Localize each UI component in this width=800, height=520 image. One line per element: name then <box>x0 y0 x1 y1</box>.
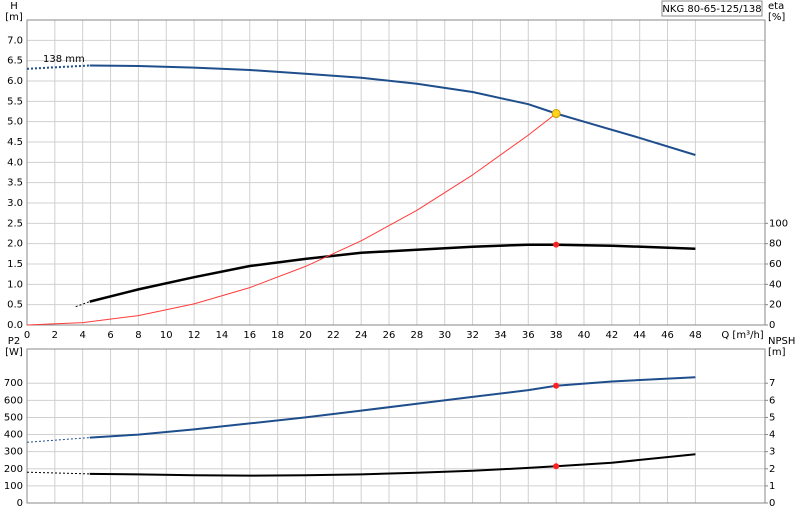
y-tick-label: 4.5 <box>7 137 23 148</box>
y2-axis-unit: [%] <box>768 12 785 23</box>
curve <box>26 64 90 70</box>
x-tick-label: 4 <box>80 330 86 341</box>
curve <box>89 243 696 303</box>
y-tick-label: 3.0 <box>7 198 23 209</box>
curve <box>89 64 696 156</box>
chart-title: NKG 80-65-125/138 <box>662 4 761 15</box>
y2-tick-label: 2 <box>769 464 775 475</box>
y2-tick-label: 4 <box>769 430 775 441</box>
y-tick-label: 3.5 <box>7 178 23 189</box>
y2-tick-label: 0 <box>769 498 775 509</box>
y-tick-label: 6.0 <box>7 76 23 87</box>
curve <box>26 471 90 475</box>
y2-axis-unit: [m] <box>768 347 786 358</box>
x-tick-label: 6 <box>107 330 113 341</box>
x-tick-label: 16 <box>243 330 256 341</box>
y2-tick-label: 20 <box>769 300 782 311</box>
x-tick-label: 44 <box>633 330 646 341</box>
curve <box>75 301 90 308</box>
x-tick-label: 24 <box>355 330 368 341</box>
y2-tick-label: 60 <box>769 259 782 270</box>
x-tick-label: 42 <box>605 330 618 341</box>
y-axis-label: P2 <box>8 336 20 347</box>
x-tick-label: 22 <box>327 330 340 341</box>
y-tick-label: 300 <box>4 447 23 458</box>
title-box <box>661 0 763 17</box>
y-tick-label: 2.0 <box>7 239 23 250</box>
y-tick-label: 0.5 <box>7 300 23 311</box>
x-tick-label: 36 <box>522 330 535 341</box>
y-tick-label: 1.5 <box>7 259 23 270</box>
y-tick-label: 1.0 <box>7 279 23 290</box>
x-tick-label: 34 <box>494 330 507 341</box>
plot-frame <box>26 19 766 326</box>
curve-annotation: 138 mm <box>43 54 85 65</box>
x-tick-label: 30 <box>438 330 451 341</box>
plot-frame <box>26 348 766 504</box>
x-tick-label: 20 <box>299 330 312 341</box>
curve <box>26 437 90 443</box>
x-tick-label: 2 <box>52 330 58 341</box>
y-tick-label: 2.5 <box>7 218 23 229</box>
x-tick-label: 48 <box>689 330 702 341</box>
y-tick-label: 5.0 <box>7 117 23 128</box>
y-tick-label: 200 <box>4 464 23 475</box>
y-tick-label: 6.5 <box>7 56 23 67</box>
y-tick-label: 500 <box>4 412 23 423</box>
y2-tick-label: 0 <box>769 320 775 331</box>
curve <box>26 113 557 326</box>
x-axis-label: Q [m³/h] <box>721 330 763 341</box>
y-tick-label: 600 <box>4 395 23 406</box>
y-axis-unit: [W] <box>5 347 23 358</box>
y2-tick-label: 1 <box>769 481 775 492</box>
y-tick-label: 100 <box>4 481 23 492</box>
x-tick-label: 0 <box>24 330 30 341</box>
y2-tick-label: 100 <box>769 218 788 229</box>
y-tick-label: 400 <box>4 430 23 441</box>
y2-tick-label: 7 <box>769 378 775 389</box>
y-tick-label: 0.0 <box>7 320 23 331</box>
y-tick-label: 5.5 <box>7 96 23 107</box>
y2-tick-label: 5 <box>769 412 775 423</box>
x-tick-label: 26 <box>383 330 396 341</box>
y-axis-unit: [m] <box>5 12 23 23</box>
x-tick-label: 10 <box>160 330 173 341</box>
y-tick-label: 7.0 <box>7 35 23 46</box>
x-tick-label: 28 <box>411 330 424 341</box>
x-tick-label: 40 <box>578 330 591 341</box>
x-tick-label: 12 <box>188 330 201 341</box>
y2-tick-label: 6 <box>769 395 775 406</box>
x-tick-label: 18 <box>271 330 284 341</box>
y-axis-label: H <box>10 1 18 12</box>
x-tick-label: 38 <box>550 330 563 341</box>
y2-tick-label: 3 <box>769 447 775 458</box>
y2-tick-label: 80 <box>769 239 782 250</box>
y2-axis-label: NPSH <box>768 336 795 347</box>
y-tick-label: 4.0 <box>7 157 23 168</box>
x-tick-label: 32 <box>466 330 479 341</box>
curve <box>89 453 696 477</box>
duty-point <box>551 109 561 119</box>
y2-tick-label: 40 <box>769 279 782 290</box>
y-tick-label: 0 <box>17 498 23 509</box>
x-tick-label: 46 <box>661 330 674 341</box>
x-tick-label: 8 <box>135 330 141 341</box>
x-tick-label: 14 <box>216 330 229 341</box>
duty-point <box>553 241 560 248</box>
duty-point <box>553 463 560 470</box>
curve <box>89 376 696 439</box>
duty-point <box>553 382 560 389</box>
y-tick-label: 700 <box>4 378 23 389</box>
y2-axis-label: eta <box>768 1 784 12</box>
